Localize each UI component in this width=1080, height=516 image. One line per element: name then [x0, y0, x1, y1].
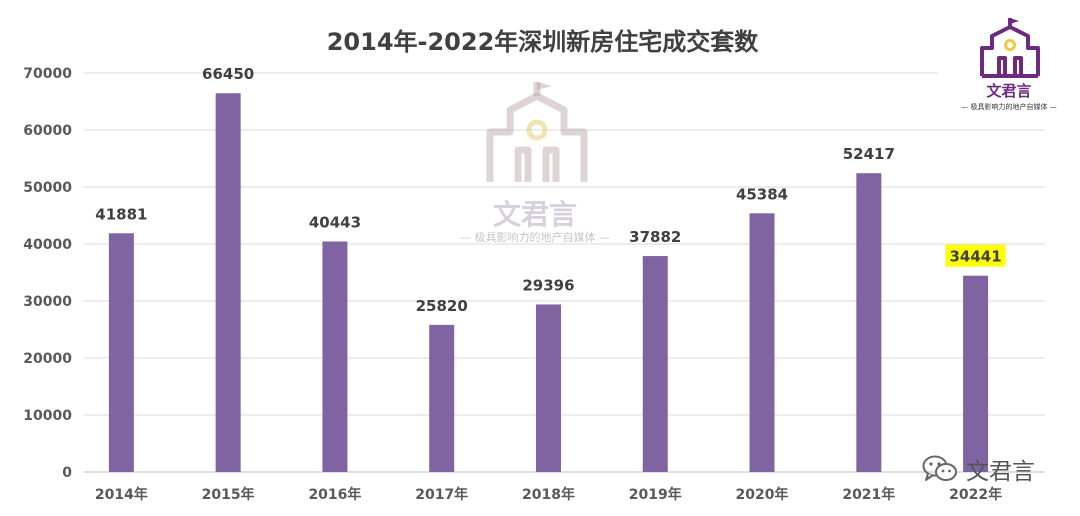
wechat-account-name: 文君言 — [966, 459, 1035, 485]
data-label: 25820 — [416, 297, 468, 315]
x-tick-label: 2019年 — [629, 486, 682, 503]
y-tick-label: 20000 — [23, 351, 72, 367]
bar — [322, 241, 348, 472]
watermark-building-icon — [486, 82, 588, 182]
x-tick-label: 2021年 — [842, 486, 895, 503]
watermark-slogan: — 极具影响力的地产自媒体 — — [460, 231, 610, 244]
bar — [749, 213, 775, 472]
data-label: 34441 — [950, 248, 1002, 266]
building-logo-icon — [980, 18, 1040, 78]
bar — [429, 324, 455, 472]
y-tick-label: 70000 — [23, 66, 72, 82]
y-tick-label: 30000 — [23, 294, 72, 310]
data-label: 45384 — [736, 185, 788, 203]
logo-slogan: — 极具影响力的地产自媒体 — — [961, 103, 1057, 111]
data-label: 40443 — [309, 213, 361, 231]
x-tick-label: 2020年 — [736, 486, 789, 503]
bar — [856, 173, 882, 473]
y-tick-label: 0 — [62, 465, 72, 481]
data-label: 41881 — [95, 205, 147, 223]
bar — [108, 233, 134, 472]
data-label: 52417 — [843, 145, 895, 163]
x-tick-label: 2022年 — [949, 486, 1002, 503]
data-label: 66450 — [202, 65, 254, 83]
brand-logo: 文君言 — 极具影响力的地产自媒体 — — [938, 12, 1080, 128]
y-tick-label: 60000 — [23, 123, 72, 139]
chart-title: 2014年-2022年深圳新房住宅成交套数 — [326, 28, 759, 56]
x-tick-label: 2014年 — [95, 486, 148, 503]
data-label: 29396 — [522, 276, 574, 294]
y-tick-label: 50000 — [23, 180, 72, 196]
x-tick-label: 2016年 — [308, 486, 361, 503]
bar — [963, 275, 989, 472]
bar — [535, 304, 561, 472]
watermark-name: 文君言 — [492, 198, 577, 231]
wechat-icon — [922, 455, 957, 481]
x-tick-label: 2018年 — [522, 486, 575, 503]
y-tick-label: 10000 — [23, 408, 72, 424]
data-label: 37882 — [629, 228, 681, 246]
x-tick-label: 2015年 — [202, 486, 255, 503]
data-label-highlight — [945, 244, 1006, 267]
logo-name: 文君言 — [986, 82, 1032, 100]
bar — [215, 93, 241, 473]
bar — [642, 256, 668, 472]
x-tick-label: 2017年 — [415, 486, 468, 503]
wechat-attribution: 文君言 — [922, 454, 1080, 485]
y-tick-label: 40000 — [23, 237, 72, 253]
